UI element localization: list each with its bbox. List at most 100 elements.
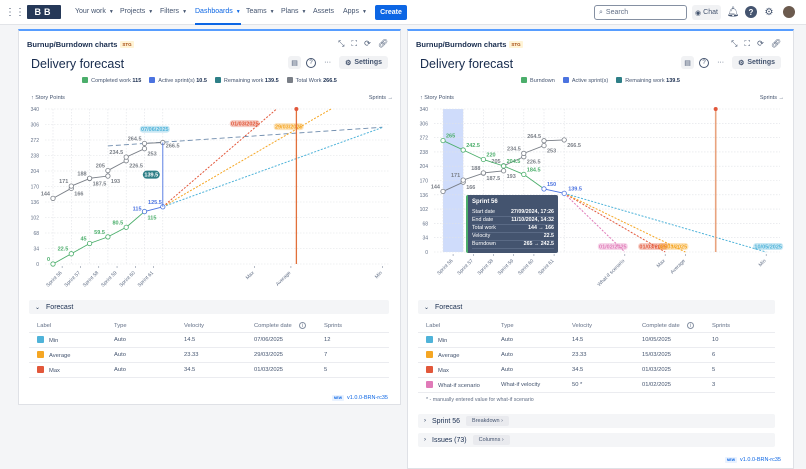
link-icon[interactable]: 🔗︎ bbox=[377, 39, 388, 48]
data-label: 139.5 bbox=[568, 186, 582, 192]
refresh-icon[interactable]: ⟳ bbox=[364, 39, 371, 48]
chart-legend: Completed work 115 Active sprint(s) 10.5 R… bbox=[19, 77, 400, 84]
data-label: 144 bbox=[431, 184, 441, 190]
cell-velocity: 23.33 bbox=[572, 352, 587, 358]
version-footer[interactable]: NEW v1.0.0-BRN-rc35 bbox=[724, 457, 781, 463]
completed-line bbox=[52, 211, 145, 265]
cell-sprints: 7 bbox=[324, 352, 327, 358]
logo[interactable]: BB bbox=[27, 5, 61, 19]
cell-date: 29/03/2025 bbox=[254, 352, 283, 358]
forecast-date-pill bbox=[229, 120, 260, 128]
tooltip-value: 27/09/2024, 17:26 bbox=[510, 209, 554, 215]
data-point bbox=[561, 137, 567, 143]
y-tick-label: 136 bbox=[420, 193, 429, 199]
fullscreen-icon[interactable]: ⛶ bbox=[744, 39, 751, 48]
link-icon[interactable]: 🔗︎ bbox=[770, 39, 781, 48]
search-input[interactable]: ⌕ Search bbox=[594, 5, 687, 20]
chat-button[interactable]: ◉ Chat bbox=[692, 5, 721, 20]
nav-plans[interactable]: Plans ▼ bbox=[281, 8, 306, 15]
minimize-icon[interactable]: ⤡ bbox=[731, 39, 738, 48]
chart-legend: Burndown Active sprint(s) Remaining work… bbox=[408, 77, 793, 84]
cell-type: Auto bbox=[501, 367, 513, 373]
notifications-icon[interactable]: 🔔︎ bbox=[726, 6, 740, 18]
refresh-icon[interactable]: ⟳ bbox=[757, 39, 764, 48]
section-title: Forecast bbox=[435, 303, 463, 311]
nav-teams[interactable]: Teams ▼ bbox=[246, 8, 275, 15]
chart-view-button[interactable]: ▤ bbox=[288, 56, 302, 69]
avatar[interactable] bbox=[783, 6, 795, 18]
cell-text: Max bbox=[438, 368, 449, 374]
nav-your-work[interactable]: Your work ▼ bbox=[75, 8, 114, 15]
forecast-section-header[interactable]: ⌄ Forecast bbox=[418, 300, 775, 314]
env-badge: STG bbox=[509, 41, 523, 48]
help-button[interactable]: ? bbox=[699, 57, 710, 68]
data-label: 266.5 bbox=[567, 143, 581, 149]
forecast-section-header[interactable]: ⌄ Forecast bbox=[29, 300, 389, 314]
app-switcher-icon[interactable]: ⋮⋮ bbox=[5, 6, 25, 18]
data-point bbox=[521, 171, 527, 178]
nav-apps[interactable]: Apps ▼ bbox=[343, 8, 367, 15]
legend-item[interactable]: Burndown bbox=[521, 77, 555, 84]
column-header: Complete date bbox=[254, 322, 292, 329]
breakdown-button[interactable]: Breakdown › bbox=[466, 416, 509, 426]
chevron-down-icon: ⌄ bbox=[35, 304, 41, 311]
data-point bbox=[141, 146, 148, 152]
minimize-icon[interactable]: ⤡ bbox=[338, 39, 345, 48]
chevron-down-icon: ▼ bbox=[301, 8, 307, 15]
cell-velocity: 14.5 bbox=[184, 337, 195, 343]
create-button[interactable]: Create bbox=[375, 5, 407, 20]
cell-text: Average bbox=[438, 353, 460, 359]
table-row: Min Auto 14.5 07/06/2025 12 bbox=[29, 333, 389, 348]
legend-item[interactable]: Active sprint(s) 10.5 bbox=[149, 77, 207, 84]
issues-section-header[interactable]: › Issues (73) Columns › bbox=[418, 433, 775, 447]
legend-item[interactable]: Remaining work 139.5 bbox=[214, 77, 279, 84]
y-tick-label: 272 bbox=[31, 138, 40, 144]
legend-item[interactable]: Active sprint(s) bbox=[562, 77, 608, 84]
data-label: 144 bbox=[41, 191, 51, 197]
chevron-down-icon: ▼ bbox=[269, 8, 275, 15]
data-point bbox=[541, 138, 547, 144]
column-header: Label bbox=[37, 322, 52, 329]
cell-text: 01/02/2025 bbox=[642, 382, 672, 388]
chevron-right-icon: › bbox=[424, 418, 426, 424]
nav-filters[interactable]: Filters ▼ bbox=[160, 8, 187, 15]
info-icon[interactable]: i bbox=[299, 322, 306, 329]
version-footer[interactable]: NEW v1.0.0-BRN-rc35 bbox=[331, 395, 388, 401]
legend-item[interactable]: Completed work 115 bbox=[82, 77, 141, 84]
help-icon[interactable]: ? bbox=[745, 6, 757, 18]
today-marker-dot bbox=[294, 107, 299, 111]
settings-button[interactable]: ⚙ Settings bbox=[339, 56, 388, 69]
more-button[interactable]: ··· bbox=[717, 59, 725, 66]
cell-date: 01/03/2025 bbox=[254, 367, 283, 373]
cell-text: 3 bbox=[712, 382, 716, 388]
fullscreen-icon[interactable]: ⛶ bbox=[351, 39, 358, 48]
settings-icon[interactable]: ⚙ bbox=[764, 6, 774, 18]
chevron-down-icon: ▼ bbox=[148, 8, 154, 15]
columns-button[interactable]: Columns › bbox=[472, 435, 510, 445]
legend-item[interactable]: Remaining work 139.5 bbox=[616, 77, 680, 84]
nav-dashboards[interactable]: Dashboards ▼ bbox=[195, 8, 241, 25]
column-header: Sprints bbox=[324, 322, 343, 329]
y-tick-label: 68 bbox=[33, 231, 39, 237]
chat-icon: ◉ bbox=[695, 9, 702, 17]
forecast-line bbox=[563, 192, 626, 253]
x-tick-label: Sprint 60 bbox=[118, 270, 137, 289]
data-label: 226.5 bbox=[129, 164, 143, 170]
chart-view-button[interactable]: ▤ bbox=[681, 56, 695, 69]
series-swatch bbox=[37, 351, 44, 358]
settings-button[interactable]: ⚙ Settings bbox=[732, 56, 781, 69]
info-icon[interactable]: i bbox=[687, 322, 694, 329]
data-label: 205 bbox=[491, 159, 500, 165]
legend-item[interactable]: Total Work 266.5 bbox=[286, 77, 337, 84]
forecast-chart: ↑ Story Points Sprints → 0 34 68 102 136 170 204… bbox=[31, 95, 393, 289]
more-button[interactable]: ··· bbox=[324, 59, 332, 66]
data-point bbox=[501, 163, 507, 169]
left-gadget: Burnup/Burndown charts STG ⤡ ⛶ ⟳ 🔗︎ Delivery… bbox=[18, 29, 401, 405]
nav-projects[interactable]: Projects ▼ bbox=[120, 8, 153, 15]
forecast-line bbox=[162, 126, 383, 208]
sprint-section-header[interactable]: › Sprint 56 Breakdown › bbox=[418, 414, 775, 428]
nav-assets[interactable]: Assets bbox=[313, 8, 334, 15]
data-label: 150 bbox=[547, 182, 556, 188]
help-button[interactable]: ? bbox=[306, 57, 317, 68]
nav-label: Dashboards bbox=[195, 8, 233, 15]
